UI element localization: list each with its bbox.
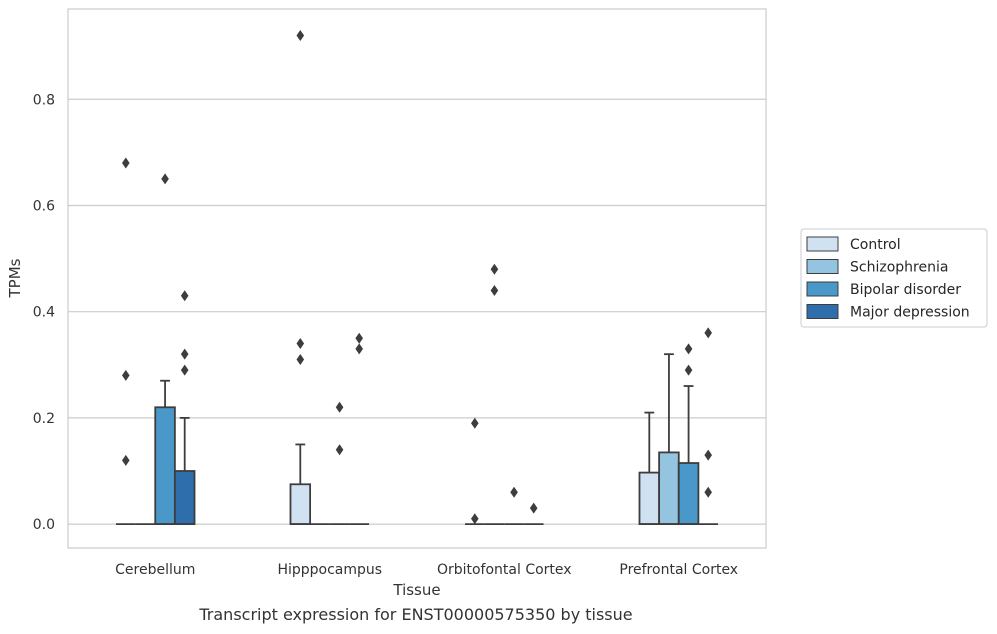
box-group: [115, 157, 136, 526]
outlier-point: [490, 263, 499, 275]
outlier-point: [122, 454, 130, 466]
legend-label: Control: [850, 237, 901, 253]
figure-caption: Transcript expression for ENST0000057535…: [199, 605, 633, 624]
outlier-point: [510, 486, 518, 498]
box-series: [115, 30, 719, 526]
legend-frame: [800, 228, 988, 328]
y-tick-label: 0.8: [33, 92, 55, 108]
outlier-point: [296, 353, 305, 365]
legend: Control Schizophrenia Bipolar disorder Majo…: [800, 228, 988, 328]
box-group: [289, 30, 312, 526]
box-group: [677, 343, 700, 526]
box: [154, 406, 176, 526]
legend-label: Bipolar disorder: [850, 282, 961, 298]
box-group: [329, 401, 350, 526]
y-tick-label: 0.4: [33, 305, 55, 321]
outlier-point: [161, 173, 169, 185]
outlier-point: [180, 364, 189, 376]
plot-area: [67, 8, 767, 549]
outlier-point: [296, 30, 305, 42]
outlier-point: [296, 338, 305, 350]
outlier-point: [471, 417, 479, 429]
box: [677, 462, 700, 526]
outlier-point: [529, 502, 538, 514]
y-axis-ticks: 0.0 0.2 0.4 0.6 0.8: [33, 92, 55, 533]
legend-swatch: [806, 304, 839, 319]
box: [638, 471, 661, 526]
box-group: [698, 327, 719, 526]
box-group: [658, 353, 680, 526]
box: [658, 451, 680, 526]
legend-label: Major depression: [850, 305, 970, 321]
box-group: [484, 263, 505, 526]
box-group: [523, 502, 544, 526]
y-tick-label: 0.0: [33, 517, 55, 533]
legend-swatch: [806, 259, 839, 274]
y-tick-label: 0.2: [33, 411, 55, 427]
outlier-point: [471, 513, 479, 525]
x-axis-ticks: Cerebellum Hipppocampus Orbitofontal Corte…: [115, 562, 738, 578]
outlier-point: [704, 327, 712, 339]
outlier-point: [335, 401, 344, 413]
outlier-point: [684, 364, 693, 376]
outlier-point: [490, 284, 499, 296]
y-axis-title: TPMs: [6, 258, 24, 298]
box-group: [504, 486, 524, 526]
x-axis-title: Tissue: [392, 581, 440, 599]
legend-swatch: [806, 236, 839, 252]
outlier-point: [180, 348, 189, 360]
box: [289, 483, 312, 526]
outlier-point: [704, 486, 712, 498]
box-group: [464, 417, 485, 526]
outlier-point: [180, 290, 189, 302]
outlier-point: [704, 449, 712, 461]
y-tick-label: 0.6: [33, 198, 55, 214]
box-group: [638, 411, 661, 526]
outlier-point: [122, 157, 130, 169]
box-group: [154, 173, 176, 526]
outlier-point: [122, 369, 130, 381]
outlier-point: [355, 332, 363, 344]
x-tick-label: Cerebellum: [115, 562, 195, 578]
x-tick-label: Prefrontal Cortex: [619, 562, 738, 578]
outlier-point: [335, 444, 344, 456]
legend-swatch: [806, 281, 839, 297]
box: [173, 470, 196, 526]
outlier-point: [684, 343, 693, 355]
outlier-point: [355, 343, 363, 355]
box-group: [349, 332, 370, 526]
x-tick-label: Hipppocampus: [277, 562, 382, 578]
box-group: [173, 290, 196, 526]
x-tick-label: Orbitofontal Cortex: [437, 562, 572, 578]
legend-label: Schizophrenia: [850, 260, 948, 276]
